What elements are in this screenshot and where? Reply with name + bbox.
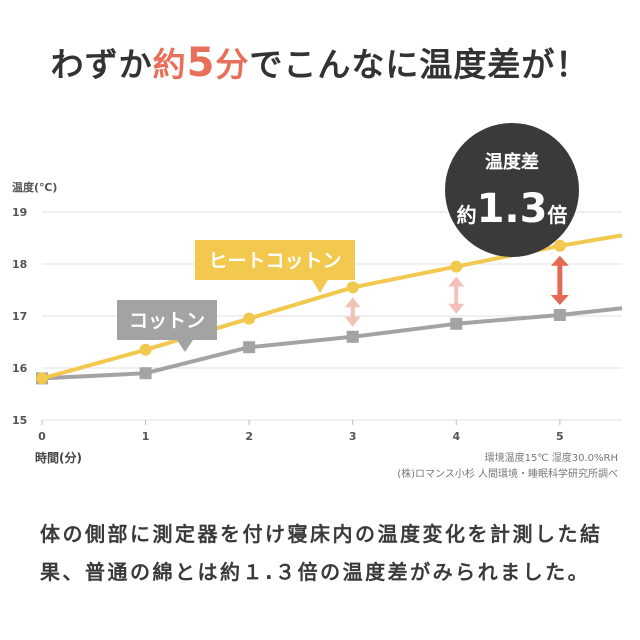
headline-accent-word: 約 bbox=[152, 45, 187, 84]
series-label-cotton: コットン bbox=[129, 310, 205, 332]
line-chart: 15 16 17 18 19 0 1 2 3 4 5 温度(℃) 時間(分) ヒートコットンコット… bbox=[12, 123, 623, 480]
badge-line2: 約1.3倍 bbox=[457, 186, 568, 232]
difference-arrows bbox=[344, 255, 569, 327]
data-point-cotton bbox=[346, 330, 359, 343]
description-text: 体の側部に測定器を付け寝床内の温度変化を計測した結果、普通の綿とは約１.３倍の温… bbox=[40, 522, 603, 584]
badge-prefix: 約 bbox=[457, 203, 477, 227]
data-point-heat-cotton bbox=[450, 260, 463, 273]
x-tick-label: 1 bbox=[142, 430, 150, 443]
chart-grid bbox=[41, 211, 622, 425]
environment-note: 環境温度15℃ 湿度30.0%RH bbox=[485, 451, 618, 464]
difference-arrow-head-down bbox=[344, 316, 361, 327]
x-tick-label: 4 bbox=[452, 430, 460, 443]
y-tick-label: 15 bbox=[12, 414, 27, 427]
data-point-cotton bbox=[450, 317, 463, 330]
headline-prefix: わずか bbox=[50, 45, 153, 84]
x-tick-label: 2 bbox=[245, 430, 253, 443]
y-tick-label: 16 bbox=[12, 362, 28, 375]
data-point-heat-cotton bbox=[346, 281, 359, 294]
x-axis-ticks: 0 1 2 3 4 5 bbox=[38, 430, 564, 443]
x-tick-label: 0 bbox=[38, 430, 46, 443]
x-tick-label: 5 bbox=[556, 430, 564, 443]
series-label-box-cotton bbox=[117, 300, 217, 340]
y-tick-label: 17 bbox=[12, 310, 27, 323]
y-axis-label: 温度(℃) bbox=[12, 180, 57, 194]
series-label-pointer-heat-cotton bbox=[312, 280, 328, 293]
difference-arrow-head-down bbox=[550, 294, 569, 305]
y-tick-label: 19 bbox=[12, 206, 27, 219]
difference-arrow-head-up bbox=[550, 255, 569, 266]
badge-suffix: 倍 bbox=[547, 203, 567, 227]
series-label-heat-cotton: ヒートコットン bbox=[208, 250, 341, 272]
data-point-heat-cotton bbox=[36, 372, 48, 385]
series-layer bbox=[36, 233, 623, 385]
data-point-cotton bbox=[553, 308, 566, 321]
series-label-box-heat-cotton bbox=[195, 240, 355, 280]
data-point-cotton bbox=[139, 367, 152, 380]
badge-value: 1.3 bbox=[477, 186, 548, 232]
badge-line1: 温度差 bbox=[485, 151, 539, 173]
headline-suffix: でこんなに温度差が！ bbox=[249, 45, 590, 84]
headline-accent-number: 5 bbox=[186, 40, 216, 86]
difference-arrow-head-up bbox=[344, 297, 361, 308]
difference-arrow-head-down bbox=[448, 303, 465, 314]
headline: わずか約5分でこんなに温度差が！ bbox=[0, 38, 640, 86]
data-point-heat-cotton bbox=[243, 312, 256, 325]
x-axis-label: 時間(分) bbox=[35, 450, 82, 465]
difference-arrow-head-up bbox=[448, 276, 465, 287]
source-note: (株)ロマンス小杉 人間環境・睡眠科学研究所調べ bbox=[397, 467, 618, 480]
x-tick-label: 3 bbox=[349, 430, 357, 443]
data-point-heat-cotton bbox=[139, 343, 152, 356]
difference-badge: 温度差 約1.3倍 bbox=[445, 123, 579, 257]
y-axis-ticks: 15 16 17 18 19 bbox=[12, 206, 28, 427]
data-point-heat-cotton bbox=[553, 239, 566, 252]
series-label-pointer-cotton bbox=[177, 340, 193, 352]
headline-accent-unit: 分 bbox=[215, 45, 250, 84]
data-point-cotton bbox=[243, 341, 256, 354]
badge-circle bbox=[445, 123, 579, 257]
y-tick-label: 18 bbox=[12, 258, 27, 271]
